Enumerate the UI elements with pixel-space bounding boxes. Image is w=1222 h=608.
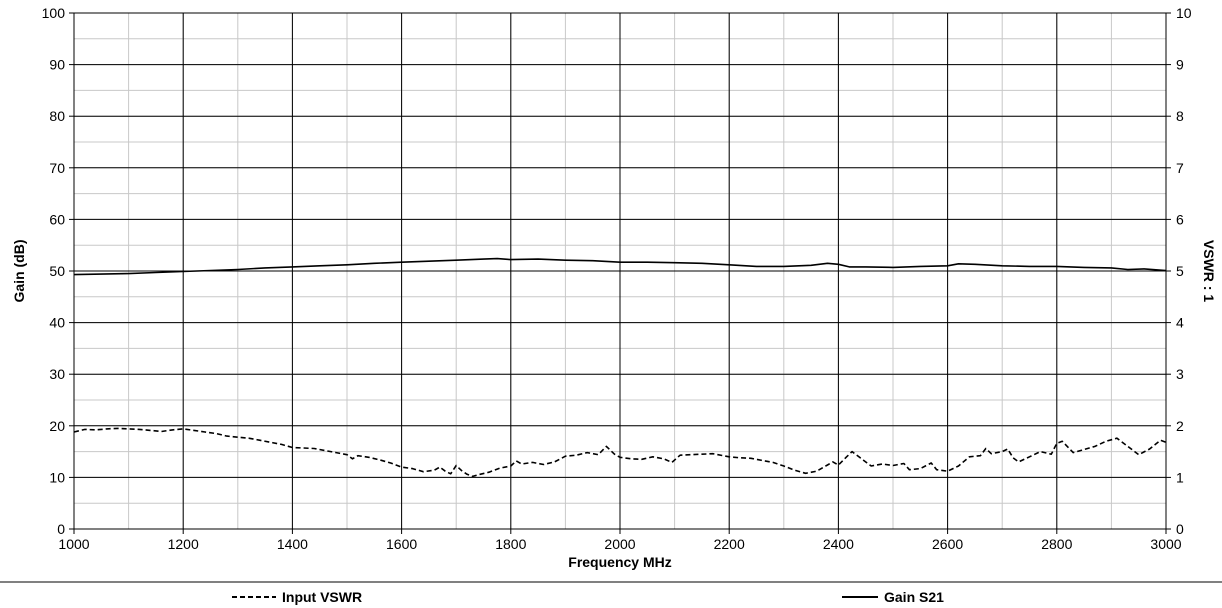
legend-label-input-vswr: Input VSWR (282, 589, 362, 605)
left-y-tick-label: 70 (49, 160, 65, 176)
right-y-tick-label: 4 (1176, 315, 1184, 331)
right-y-tick-label: 9 (1176, 57, 1184, 73)
left-y-tick-label: 80 (49, 108, 65, 124)
left-y-tick-label: 60 (49, 211, 65, 227)
x-tick-label: 3000 (1150, 536, 1181, 552)
left-y-tick-label: 10 (49, 469, 65, 485)
left-y-tick-label: 100 (42, 5, 66, 21)
right-y-tick-label: 10 (1176, 5, 1192, 21)
right-y-tick-label: 1 (1176, 469, 1184, 485)
left-y-tick-label: 90 (49, 57, 65, 73)
x-axis-title: Frequency MHz (568, 554, 671, 570)
series-line-input-vswr (73, 427, 1167, 478)
x-tick-label: 1800 (495, 536, 526, 552)
x-tick-label: 2400 (823, 536, 854, 552)
left-y-axis-ticks: 0 10 20 30 40 50 60 70 80 90 100 (42, 5, 74, 537)
right-y-tick-label: 5 (1176, 263, 1184, 279)
right-y-tick-label: 8 (1176, 108, 1184, 124)
right-y-axis-title: VSWR : 1 (1201, 240, 1217, 302)
left-y-axis-title: Gain (dB) (11, 240, 27, 303)
x-tick-label: 1400 (277, 536, 308, 552)
right-y-tick-label: 7 (1176, 160, 1184, 176)
x-tick-label: 1000 (58, 536, 89, 552)
x-tick-label: 2000 (604, 536, 635, 552)
left-y-tick-label: 0 (57, 521, 65, 537)
series-layer (73, 257, 1167, 478)
left-y-tick-label: 20 (49, 418, 65, 434)
x-tick-label: 2200 (714, 536, 745, 552)
legend: Input VSWR Gain S21 (232, 589, 944, 605)
x-tick-label: 2800 (1041, 536, 1072, 552)
right-y-tick-label: 2 (1176, 418, 1184, 434)
left-y-tick-label: 40 (49, 315, 65, 331)
x-tick-label: 1600 (386, 536, 417, 552)
series-line-gain-s21 (73, 257, 1167, 276)
x-tick-label: 2600 (932, 536, 963, 552)
right-y-tick-label: 0 (1176, 521, 1184, 537)
legend-label-gain-s21: Gain S21 (884, 589, 944, 605)
x-tick-label: 1200 (168, 536, 199, 552)
left-y-tick-label: 30 (49, 366, 65, 382)
left-y-tick-label: 50 (49, 263, 65, 279)
right-y-tick-label: 3 (1176, 366, 1184, 382)
x-axis-ticks: 1000 1200 1400 1600 1800 2000 2200 2400 2600 2800… (58, 529, 1182, 552)
right-y-tick-label: 6 (1176, 211, 1184, 227)
right-y-axis-ticks: 0 1 2 3 4 5 6 7 8 9 10 (1166, 5, 1192, 537)
